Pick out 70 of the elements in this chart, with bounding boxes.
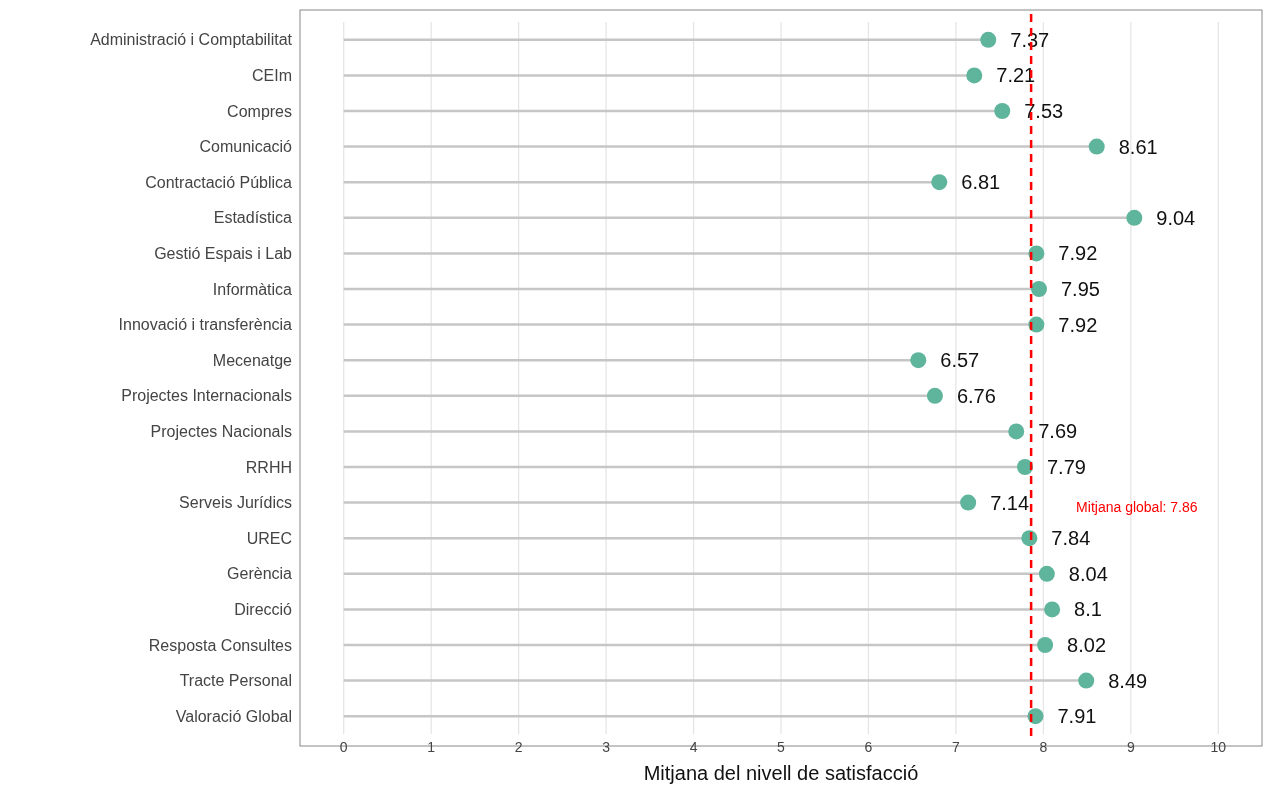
point xyxy=(1021,530,1038,547)
point xyxy=(1017,459,1033,475)
x-tick-label: 4 xyxy=(689,739,698,755)
point xyxy=(1037,637,1054,653)
x-tick-label: 6 xyxy=(864,739,873,755)
point xyxy=(1078,672,1095,689)
y-tick-label: Comunicació xyxy=(199,138,293,156)
point xyxy=(980,31,997,48)
point xyxy=(931,174,948,191)
point xyxy=(1030,281,1047,297)
y-tick-label: Innovació i transferència xyxy=(118,316,293,334)
data-label: 7.95 xyxy=(1060,278,1100,300)
x-tick-label: 5 xyxy=(777,739,786,755)
data-label: 7.91 xyxy=(1057,705,1097,728)
data-label: 9.04 xyxy=(1156,206,1196,229)
y-tick-label: Administració i Comptabilitat xyxy=(90,31,293,49)
point xyxy=(1038,565,1055,582)
data-label: 7.69 xyxy=(1038,420,1078,443)
data-label: 7.79 xyxy=(1047,456,1086,478)
data-label: 6.76 xyxy=(956,384,996,407)
x-tick-label: 2 xyxy=(514,739,523,755)
y-tick-label: Compres xyxy=(227,102,292,120)
data-label: 8.1 xyxy=(1074,598,1102,621)
y-tick-label: Resposta Consultes xyxy=(148,636,292,654)
x-tick-label: 7 xyxy=(952,739,961,755)
data-label: 7.84 xyxy=(1051,527,1091,550)
x-tick-label: 0 xyxy=(339,739,348,755)
y-tick-label: Tracte Personal xyxy=(179,672,292,690)
x-axis-title: Mitjana del nivell de satisfacció xyxy=(643,762,919,784)
data-label: 7.92 xyxy=(1058,242,1098,265)
y-tick-label: Contractació Pública xyxy=(145,173,293,191)
y-tick-label: Mecenatge xyxy=(212,351,293,369)
y-tick-label: Direcció xyxy=(234,601,293,618)
ref-line-label: Mitjana global: 7.86 xyxy=(1076,498,1198,515)
point xyxy=(1027,708,1044,725)
x-tick-label: 3 xyxy=(602,739,611,755)
data-label: 7.14 xyxy=(990,491,1030,514)
y-tick-label: RRHH xyxy=(245,458,292,476)
y-tick-label: Estadística xyxy=(213,209,293,227)
x-tick-label: 9 xyxy=(1126,739,1135,755)
data-label: 8.49 xyxy=(1108,669,1148,692)
data-label: 7.53 xyxy=(1024,100,1064,122)
data-label: 8.61 xyxy=(1118,135,1158,158)
data-label: 8.04 xyxy=(1068,562,1108,585)
point xyxy=(926,387,943,404)
data-label: 8.02 xyxy=(1067,634,1107,656)
data-label: 6.57 xyxy=(940,349,980,372)
point xyxy=(960,494,977,511)
x-tick-label: 1 xyxy=(427,739,436,755)
y-tick-label: Informàtica xyxy=(212,280,293,298)
data-label: 6.81 xyxy=(961,171,1001,194)
y-tick-label: CEIm xyxy=(252,67,292,84)
point xyxy=(994,103,1011,119)
y-tick-label: Projectes Internacionals xyxy=(121,387,292,405)
point xyxy=(1088,138,1105,155)
point xyxy=(1044,601,1061,618)
y-tick-label: Serveis Jurídics xyxy=(179,494,292,512)
y-tick-label: UREC xyxy=(246,529,292,547)
x-tick-label: 10 xyxy=(1210,739,1227,755)
y-tick-label: Gestió Espais i Lab xyxy=(154,245,293,262)
y-tick-label: Gerència xyxy=(227,565,293,583)
y-tick-label: Valoració Global xyxy=(175,707,292,725)
data-label: 7.92 xyxy=(1058,313,1098,336)
point xyxy=(1008,423,1025,440)
point xyxy=(910,352,927,369)
x-tick-label: 8 xyxy=(1039,739,1048,755)
point xyxy=(1028,245,1045,262)
point xyxy=(1126,209,1143,226)
point xyxy=(966,67,983,84)
y-tick-label: Projectes Nacionals xyxy=(150,423,292,440)
